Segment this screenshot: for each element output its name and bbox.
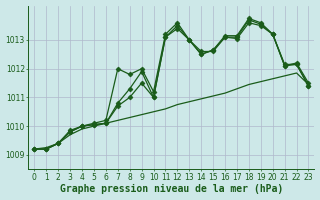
X-axis label: Graphe pression niveau de la mer (hPa): Graphe pression niveau de la mer (hPa) bbox=[60, 184, 283, 194]
